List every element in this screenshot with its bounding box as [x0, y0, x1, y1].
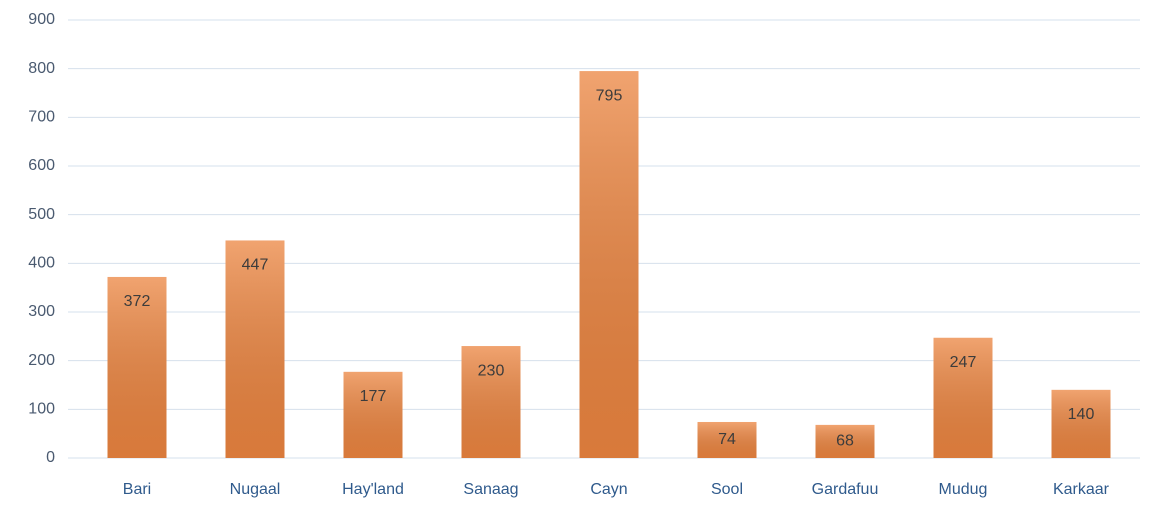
- bar-shade: [461, 346, 521, 458]
- bar-shade: [1051, 389, 1111, 458]
- x-tick-label: Bari: [123, 481, 151, 498]
- y-tick-label: 500: [28, 206, 55, 223]
- bar-shade: [107, 276, 167, 458]
- y-tick-label: 200: [28, 352, 55, 369]
- y-tick-label: 300: [28, 303, 55, 320]
- bar-shade: [697, 421, 757, 458]
- x-tick-label: Hay'land: [342, 481, 404, 498]
- data-label: 795: [596, 87, 623, 104]
- x-tick-label: Nugaal: [230, 481, 281, 498]
- data-label: 140: [1068, 406, 1095, 423]
- data-label: 230: [478, 362, 505, 379]
- data-label: 447: [242, 257, 269, 274]
- x-tick-label: Cayn: [590, 481, 627, 498]
- data-label: 68: [836, 433, 854, 450]
- y-tick-label: 100: [28, 401, 55, 418]
- y-tick-label: 800: [28, 60, 55, 77]
- bar-shade: [815, 424, 875, 458]
- bar-shade: [343, 371, 403, 458]
- data-label: 247: [950, 354, 977, 371]
- data-label: 372: [124, 293, 151, 310]
- bar-shade: [579, 71, 639, 458]
- x-tick-label: Sool: [711, 481, 743, 498]
- x-tick-label: Gardafuu: [812, 481, 879, 498]
- y-tick-label: 700: [28, 109, 55, 126]
- bar-shade: [225, 240, 285, 458]
- y-tick-label: 400: [28, 255, 55, 272]
- y-tick-label: 0: [46, 449, 55, 466]
- y-tick-label: 900: [28, 11, 55, 28]
- x-tick-label: Mudug: [939, 481, 988, 498]
- x-tick-label: Karkaar: [1053, 481, 1110, 498]
- y-tick-label: 600: [28, 157, 55, 174]
- data-label: 177: [360, 388, 387, 405]
- data-label: 74: [718, 431, 736, 448]
- x-tick-label: Sanaag: [463, 481, 518, 498]
- bar-shade: [933, 337, 993, 458]
